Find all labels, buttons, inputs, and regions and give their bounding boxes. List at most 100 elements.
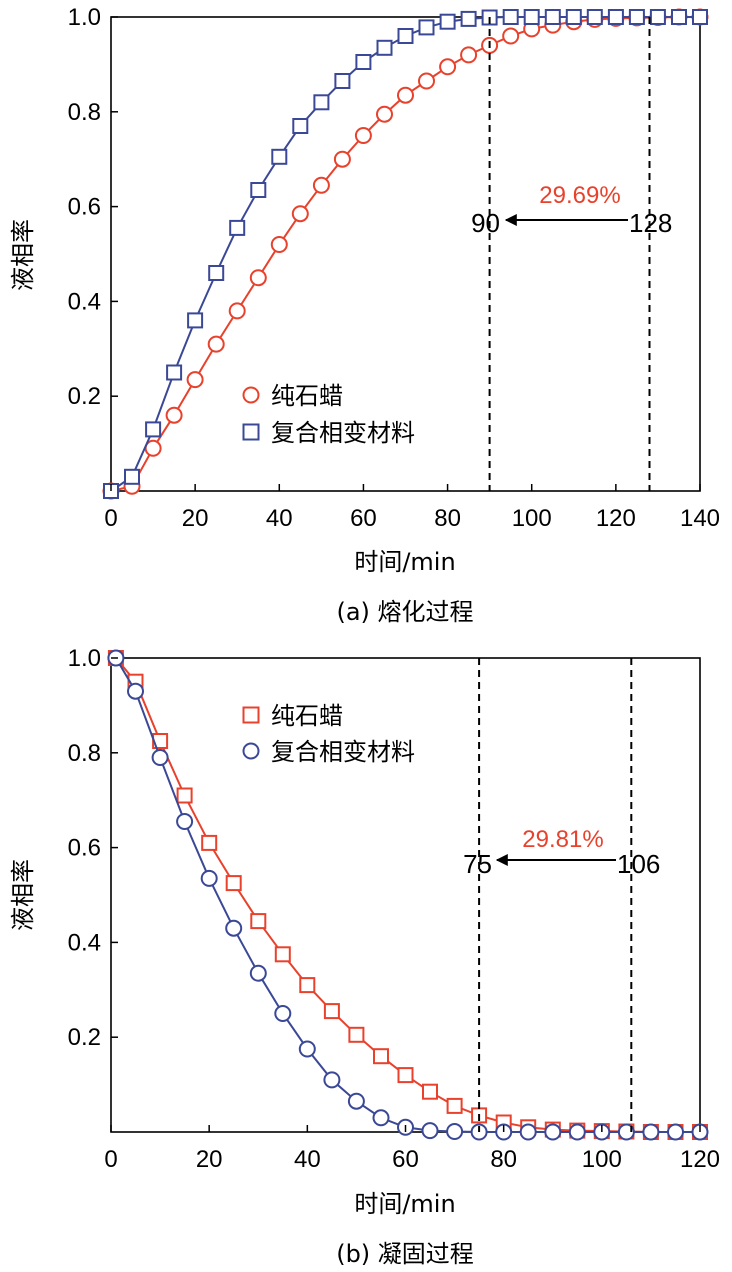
data-point bbox=[313, 94, 330, 111]
data-point bbox=[502, 27, 520, 45]
x-tick-label: 120 bbox=[596, 505, 636, 532]
data-point bbox=[127, 682, 144, 700]
data-point bbox=[439, 58, 457, 76]
data-point bbox=[292, 118, 309, 134]
legend-label-pure-paraffin: 纯石蜡 bbox=[271, 702, 343, 730]
data-point bbox=[460, 10, 477, 27]
data-point bbox=[565, 9, 582, 25]
data-point bbox=[373, 1048, 389, 1065]
panel-a-melting: 0 20 40 60 80 100 120 140 0.2 0.4 0.6 0.8 1.0 29.69… bbox=[9, 4, 720, 626]
plot-frame bbox=[110, 657, 701, 1133]
data-point bbox=[642, 1123, 660, 1141]
y-tick-label: 0.4 bbox=[68, 929, 101, 956]
data-point bbox=[692, 9, 708, 25]
data-point bbox=[176, 787, 193, 804]
data-point bbox=[200, 869, 218, 887]
data-point bbox=[333, 150, 351, 168]
data-point bbox=[446, 1123, 464, 1140]
data-point bbox=[354, 127, 372, 144]
data-point bbox=[519, 1123, 537, 1141]
data-point bbox=[151, 749, 169, 766]
x-tick-label: 20 bbox=[196, 1146, 223, 1173]
series-layer bbox=[107, 649, 709, 1141]
data-point bbox=[607, 9, 624, 25]
data-point bbox=[165, 406, 183, 424]
x-tick-label: 80 bbox=[490, 1146, 517, 1173]
data-point bbox=[271, 148, 288, 165]
data-point bbox=[397, 86, 414, 104]
data-point bbox=[347, 1092, 365, 1110]
data-point bbox=[586, 9, 603, 25]
data-point bbox=[334, 73, 351, 89]
legend-label-composite: 复合相变材料 bbox=[271, 738, 415, 766]
x-axis-title: 时间/min bbox=[354, 1190, 455, 1218]
data-point bbox=[299, 977, 316, 994]
data-point bbox=[270, 236, 288, 253]
series-layer bbox=[102, 8, 709, 500]
data-point bbox=[376, 105, 393, 123]
x-axis: 0 20 40 60 80 100 120 140 bbox=[104, 484, 720, 532]
x-tick-label: 20 bbox=[182, 505, 209, 532]
data-point bbox=[523, 9, 540, 25]
x-tick-label: 100 bbox=[582, 1146, 622, 1173]
data-point bbox=[186, 371, 204, 389]
x-tick-label: 0 bbox=[104, 505, 117, 532]
data-point bbox=[397, 28, 414, 44]
y-tick-label: 0.8 bbox=[68, 99, 101, 126]
data-point bbox=[502, 9, 519, 25]
data-point bbox=[207, 335, 225, 353]
data-point bbox=[323, 1003, 340, 1020]
data-point bbox=[298, 1040, 316, 1058]
y-tick-label: 0.2 bbox=[68, 383, 101, 410]
x-tick-label: 60 bbox=[392, 1146, 419, 1173]
data-point bbox=[422, 1083, 438, 1100]
data-point bbox=[176, 813, 194, 830]
data-point bbox=[228, 302, 246, 320]
annotation-from: 106 bbox=[617, 849, 660, 879]
panel-b-solidification: 0 20 40 60 80 100 120 0.2 0.4 0.6 0.8 1.0 29.81% 1… bbox=[9, 645, 720, 1268]
y-tick-label: 1.0 bbox=[68, 4, 101, 31]
annotation-to: 90 bbox=[471, 208, 500, 238]
legend-label-composite: 复合相变材料 bbox=[271, 419, 415, 447]
y-axis: 0.2 0.4 0.6 0.8 1.0 bbox=[68, 4, 118, 410]
data-point bbox=[291, 205, 309, 223]
data-point bbox=[250, 182, 267, 198]
y-axis-title: 液相率 bbox=[9, 859, 37, 931]
y-axis-title: 液相率 bbox=[9, 219, 37, 291]
x-tick-label: 40 bbox=[266, 505, 293, 532]
data-point bbox=[617, 1123, 635, 1141]
data-point bbox=[323, 1071, 341, 1089]
series-line-1 bbox=[115, 657, 700, 1133]
legend: 纯石蜡 复合相变材料 bbox=[242, 702, 415, 766]
vline-layer bbox=[478, 658, 633, 1132]
legend-marker-pure-paraffin bbox=[242, 706, 260, 724]
y-tick-label: 1.0 bbox=[68, 645, 101, 672]
annotation-percent: 29.69% bbox=[539, 182, 620, 209]
x-tick-label: 60 bbox=[350, 505, 377, 532]
data-point bbox=[145, 421, 162, 438]
data-point bbox=[446, 1097, 463, 1114]
plot-frame bbox=[110, 16, 701, 492]
data-point bbox=[124, 468, 140, 485]
x-tick-label: 40 bbox=[294, 1146, 321, 1173]
figure-caption: (a) 熔化过程 bbox=[336, 598, 473, 626]
data-point bbox=[439, 13, 456, 30]
data-point bbox=[397, 1067, 414, 1084]
data-point bbox=[249, 269, 267, 287]
data-point bbox=[628, 9, 645, 25]
data-point bbox=[460, 46, 478, 64]
legend-marker-composite bbox=[242, 423, 260, 441]
data-point bbox=[225, 919, 243, 937]
x-axis: 0 20 40 60 80 100 120 bbox=[104, 1125, 720, 1173]
data-point bbox=[274, 1005, 292, 1022]
annotation-to: 75 bbox=[463, 849, 492, 879]
data-point bbox=[544, 1123, 562, 1141]
data-point bbox=[250, 913, 267, 930]
data-point bbox=[201, 834, 218, 851]
x-axis-title: 时间/min bbox=[354, 548, 455, 576]
data-point bbox=[667, 1123, 684, 1141]
y-tick-label: 0.2 bbox=[68, 1024, 101, 1051]
data-point bbox=[312, 176, 330, 194]
x-tick-label: 140 bbox=[680, 505, 720, 532]
